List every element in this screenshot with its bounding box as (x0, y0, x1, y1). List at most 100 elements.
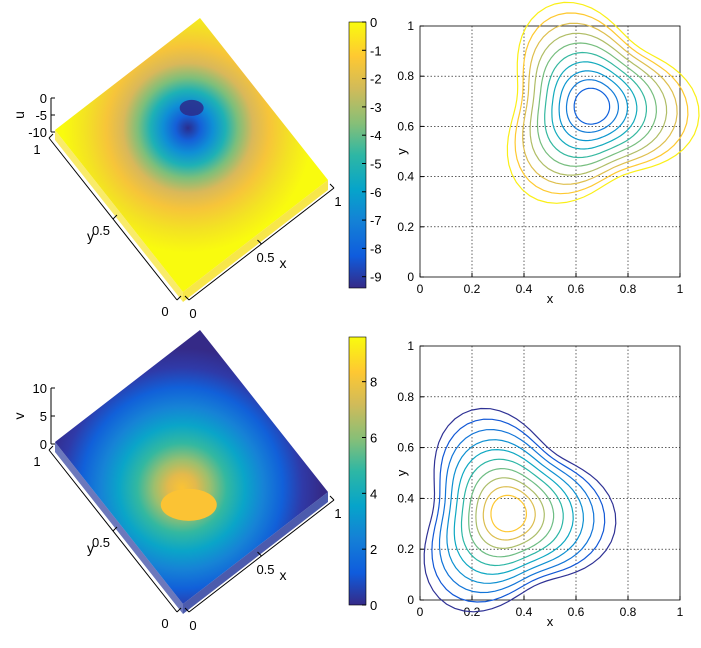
y-tick-label: 0.5 (92, 535, 110, 550)
surface-peak (160, 488, 217, 521)
colorbar-tick-label: -8 (370, 241, 382, 256)
top-right-contour-panel: 0 0.2 0.4 0.6 0.8 1 0 0.2 0.4 0.6 0.8 1 x y (394, 1, 700, 306)
y-tick-label: 1 (407, 19, 414, 33)
colorbar-tick-label: 4 (370, 486, 377, 501)
x-tick-label: 0.5 (256, 562, 274, 577)
x-tick-label: 0 (189, 306, 196, 321)
contour-line (558, 70, 629, 142)
y-tick-label: 1 (407, 339, 414, 353)
contour-line (446, 439, 585, 584)
x-tick-label: 0.4 (516, 605, 533, 619)
contour-line (565, 79, 619, 134)
y-tick-label: 1 (33, 454, 40, 469)
surface-top (55, 330, 328, 604)
x-tick-label: 0.5 (256, 250, 274, 265)
y-axis-title: y (394, 148, 409, 155)
contour-line (506, 1, 700, 204)
colorbar-tick-label: 0 (370, 15, 377, 30)
y-tick-label: 1 (33, 142, 40, 157)
x-tick-label: 0.8 (620, 282, 637, 296)
x-tick-label: 1 (677, 282, 684, 296)
surface-side-y (55, 442, 183, 614)
contour-line (453, 448, 574, 575)
colorbar-tick-label: -3 (370, 100, 382, 115)
y-tick-label: 0.6 (397, 441, 414, 455)
contour-line (423, 407, 617, 613)
x-tick-label: 0 (189, 618, 196, 633)
x-tick-label: 0.6 (568, 605, 585, 619)
y-tick (48, 445, 54, 451)
colorbar-gradient (348, 21, 367, 289)
y-tick (176, 607, 182, 613)
x-tick-label: 1 (334, 194, 341, 209)
z-tick-label: -5 (35, 108, 47, 123)
surface-trough (179, 99, 204, 116)
x-tick (184, 295, 190, 301)
contour-line (490, 494, 527, 533)
x-tick (257, 551, 262, 557)
z-axis-title: u (11, 111, 27, 119)
colorbar-tick-label: -9 (370, 270, 382, 285)
contour-line (438, 428, 595, 594)
z-tick-label: 10 (33, 381, 47, 396)
colorbar-tick-label: 0 (370, 598, 377, 613)
plot-area (419, 345, 681, 601)
x-tick-label: 1 (334, 506, 341, 521)
plot-area (419, 25, 681, 278)
y-tick-label: 0 (407, 270, 414, 284)
y-tick-label: 0.4 (397, 170, 414, 184)
contour-line (551, 61, 638, 150)
y-tick-label: 0.2 (397, 542, 414, 556)
x-tick (184, 607, 190, 613)
contour-line (475, 477, 545, 550)
y-tick-label: 0.6 (397, 119, 414, 133)
y-axis-title: y (87, 228, 94, 244)
colorbar-tick-label: 8 (370, 375, 377, 390)
colorbar-gradient (348, 336, 367, 606)
surface-side-x (183, 492, 328, 614)
contour-line (544, 51, 647, 159)
z-tick-label: 5 (40, 409, 47, 424)
colorbar-tick-label: -7 (370, 213, 382, 228)
y-tick-label: 0.8 (397, 390, 414, 404)
x-tick (329, 495, 335, 501)
colorbar-tick-label: 6 (370, 431, 377, 446)
contour-line (529, 32, 668, 176)
z-tick-label: -10 (28, 125, 47, 140)
colorbar-tick-label: -5 (370, 156, 382, 171)
contour-line (522, 22, 678, 185)
y-axis-title: y (394, 469, 409, 476)
contour-line (468, 467, 555, 558)
y-tick (176, 295, 182, 301)
y-tick (112, 214, 118, 220)
y-tick-label: 0.4 (397, 491, 414, 505)
contour-line (536, 42, 658, 167)
x-tick-label: 0 (417, 282, 424, 296)
x-axis-title: x (280, 567, 287, 583)
y-tick-label: 0 (161, 616, 168, 631)
surface-side-x (183, 180, 328, 302)
x-tick-label: 0 (417, 605, 424, 619)
y-tick-label: 0.5 (92, 223, 110, 238)
top-colorbar: 0 -1 -2 -3 -4 -5 -6 -7 -8 -9 (348, 15, 382, 289)
colorbar-tick-label: 2 (370, 542, 377, 557)
y-tick (48, 133, 54, 139)
contour-line (431, 418, 606, 603)
z-tick-label: 0 (40, 91, 47, 106)
y-tick-label: 0.2 (397, 220, 414, 234)
z-tick-label: 0 (40, 437, 47, 452)
x-tick-label: 0.2 (464, 282, 481, 296)
bottom-colorbar: 0 2 4 6 8 (348, 336, 377, 613)
surface-side-y (55, 130, 183, 302)
x-tick (257, 239, 262, 245)
x-axis-title: x (280, 255, 287, 271)
y-tick-label: 0.8 (397, 69, 414, 83)
y-tick-label: 0 (161, 304, 168, 319)
colorbar-tick-label: -4 (370, 128, 382, 143)
x-axis-title: x (547, 291, 554, 306)
contour-line (482, 486, 536, 541)
surface-top (55, 18, 328, 292)
